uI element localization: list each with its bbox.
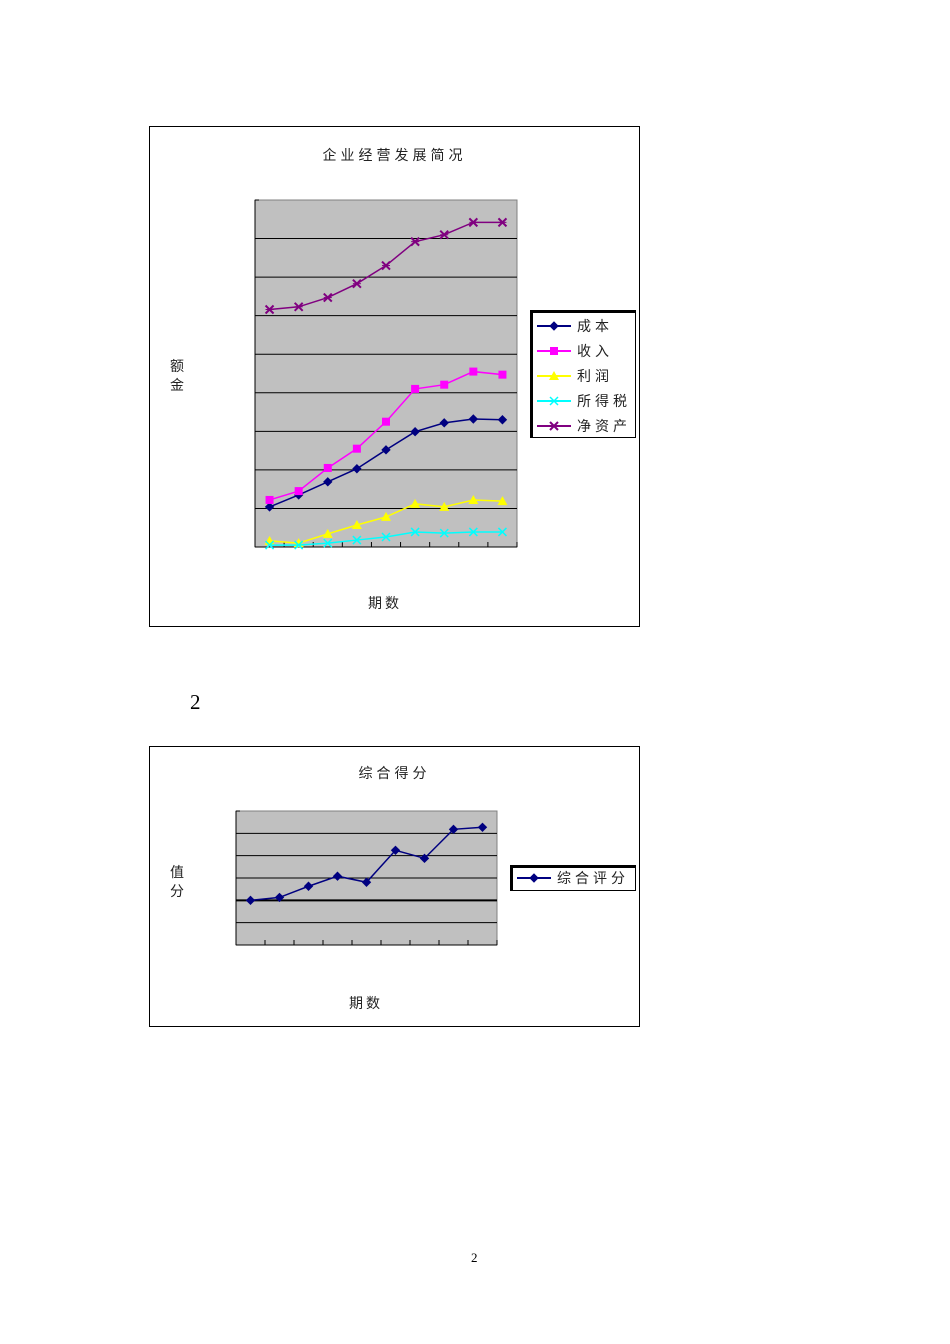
legend-label: 所得税 [577, 394, 631, 410]
series-所得税 [265, 527, 507, 550]
chart1-x-axis-label: 期数 [368, 596, 402, 612]
legend-label: 综合评分 [557, 871, 629, 887]
legend-item: 利润 [531, 364, 613, 388]
legend-item: 所得税 [531, 389, 631, 413]
legend-item: 成本 [531, 314, 613, 338]
legend-item: 综合评分 [511, 866, 629, 890]
chart2-y-axis-label: 值 分 [170, 865, 184, 900]
chart2-title: 综合得分 [358, 766, 431, 782]
star-marker-icon [537, 421, 571, 431]
chart2-plot-area [235, 810, 498, 946]
chart1-legend: 成本收入利润所得税净资产 [530, 310, 636, 438]
diamond-marker-icon [517, 873, 551, 883]
series-成本 [264, 414, 508, 512]
square-marker-icon [537, 347, 571, 355]
footer-page-number: 2 [471, 1250, 478, 1265]
legend-label: 成本 [577, 319, 613, 335]
x-marker-icon [537, 396, 571, 406]
chart1-y-axis-label: 额 金 [170, 359, 184, 394]
legend-label: 利润 [577, 369, 613, 385]
legend-label: 净资产 [577, 419, 631, 435]
legend-item: 净资产 [531, 414, 631, 438]
section-number: 2 [190, 690, 201, 714]
diamond-marker-icon [537, 321, 571, 331]
legend-label: 收入 [577, 344, 613, 360]
series-综合评分 [245, 822, 488, 906]
chart2-legend: 综合评分 [510, 865, 636, 891]
legend-item: 收入 [531, 339, 613, 363]
series-净资产 [264, 217, 508, 315]
triangle-marker-icon [537, 371, 571, 380]
chart2-x-axis-label: 期数 [349, 996, 383, 1012]
series-收入 [265, 367, 507, 504]
chart1-plot-area [254, 199, 518, 550]
chart1-title: 企业经营发展简况 [322, 148, 467, 164]
